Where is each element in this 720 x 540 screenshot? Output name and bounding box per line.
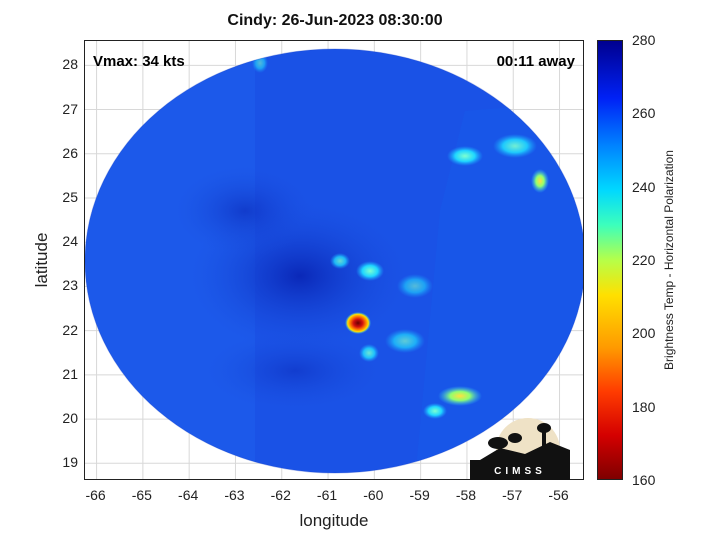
colorbar-tick-label: 160 bbox=[632, 472, 656, 488]
y-tick-label: 20 bbox=[62, 410, 78, 427]
x-tick-label: -64 bbox=[178, 487, 199, 503]
x-axis-label: longitude bbox=[299, 511, 369, 530]
colorbar-tick-label: 260 bbox=[632, 105, 656, 122]
y-axis-label: latitude bbox=[32, 232, 51, 288]
plot-title: Cindy: 26-Jun-2023 08:30:00 bbox=[227, 12, 443, 29]
y-tick-label: 19 bbox=[62, 454, 78, 471]
y-tick-label: 28 bbox=[62, 56, 78, 73]
colorbar bbox=[597, 40, 623, 480]
x-tick-label: -57 bbox=[502, 487, 523, 503]
colorbar-tick-label: 200 bbox=[632, 325, 656, 342]
x-tick-label: -59 bbox=[409, 487, 430, 503]
x-tick-label: -62 bbox=[270, 487, 291, 503]
y-tick-label: 22 bbox=[62, 321, 78, 338]
time-away-label: 00:11 away bbox=[496, 53, 575, 70]
x-tick-label: -61 bbox=[316, 487, 338, 503]
y-tick-label: 25 bbox=[62, 188, 78, 205]
vmax-label: Vmax: 34 kts bbox=[93, 53, 185, 70]
x-tick-label: -60 bbox=[363, 487, 384, 503]
y-tick-label: 21 bbox=[62, 365, 78, 382]
svg-text:CIMSS: CIMSS bbox=[494, 466, 546, 477]
y-tick-label: 24 bbox=[62, 233, 78, 250]
colorbar-tick-label: 240 bbox=[632, 178, 656, 195]
y-tick-label: 27 bbox=[62, 100, 78, 117]
x-tick-label: -63 bbox=[224, 487, 245, 503]
x-tick-label: -58 bbox=[455, 487, 477, 503]
colorbar-label: Brightness Temp - Horizontal Polarizatio… bbox=[662, 150, 676, 370]
colorbar-tick-label: 180 bbox=[632, 398, 656, 415]
colorbar-tick-label: 220 bbox=[632, 252, 656, 268]
y-tick-label: 23 bbox=[62, 277, 78, 294]
satellite-map-panel: Vmax: 34 kts 00:11 away bbox=[84, 40, 584, 480]
y-tick-label: 26 bbox=[62, 144, 78, 161]
colorbar-tick-label: 280 bbox=[632, 32, 656, 48]
satellite-map bbox=[85, 41, 583, 479]
cimss-logo: CIMSS bbox=[470, 418, 570, 480]
x-tick-label: -66 bbox=[85, 487, 106, 503]
x-tick-label: -65 bbox=[131, 487, 152, 503]
x-tick-label: -56 bbox=[548, 487, 569, 503]
